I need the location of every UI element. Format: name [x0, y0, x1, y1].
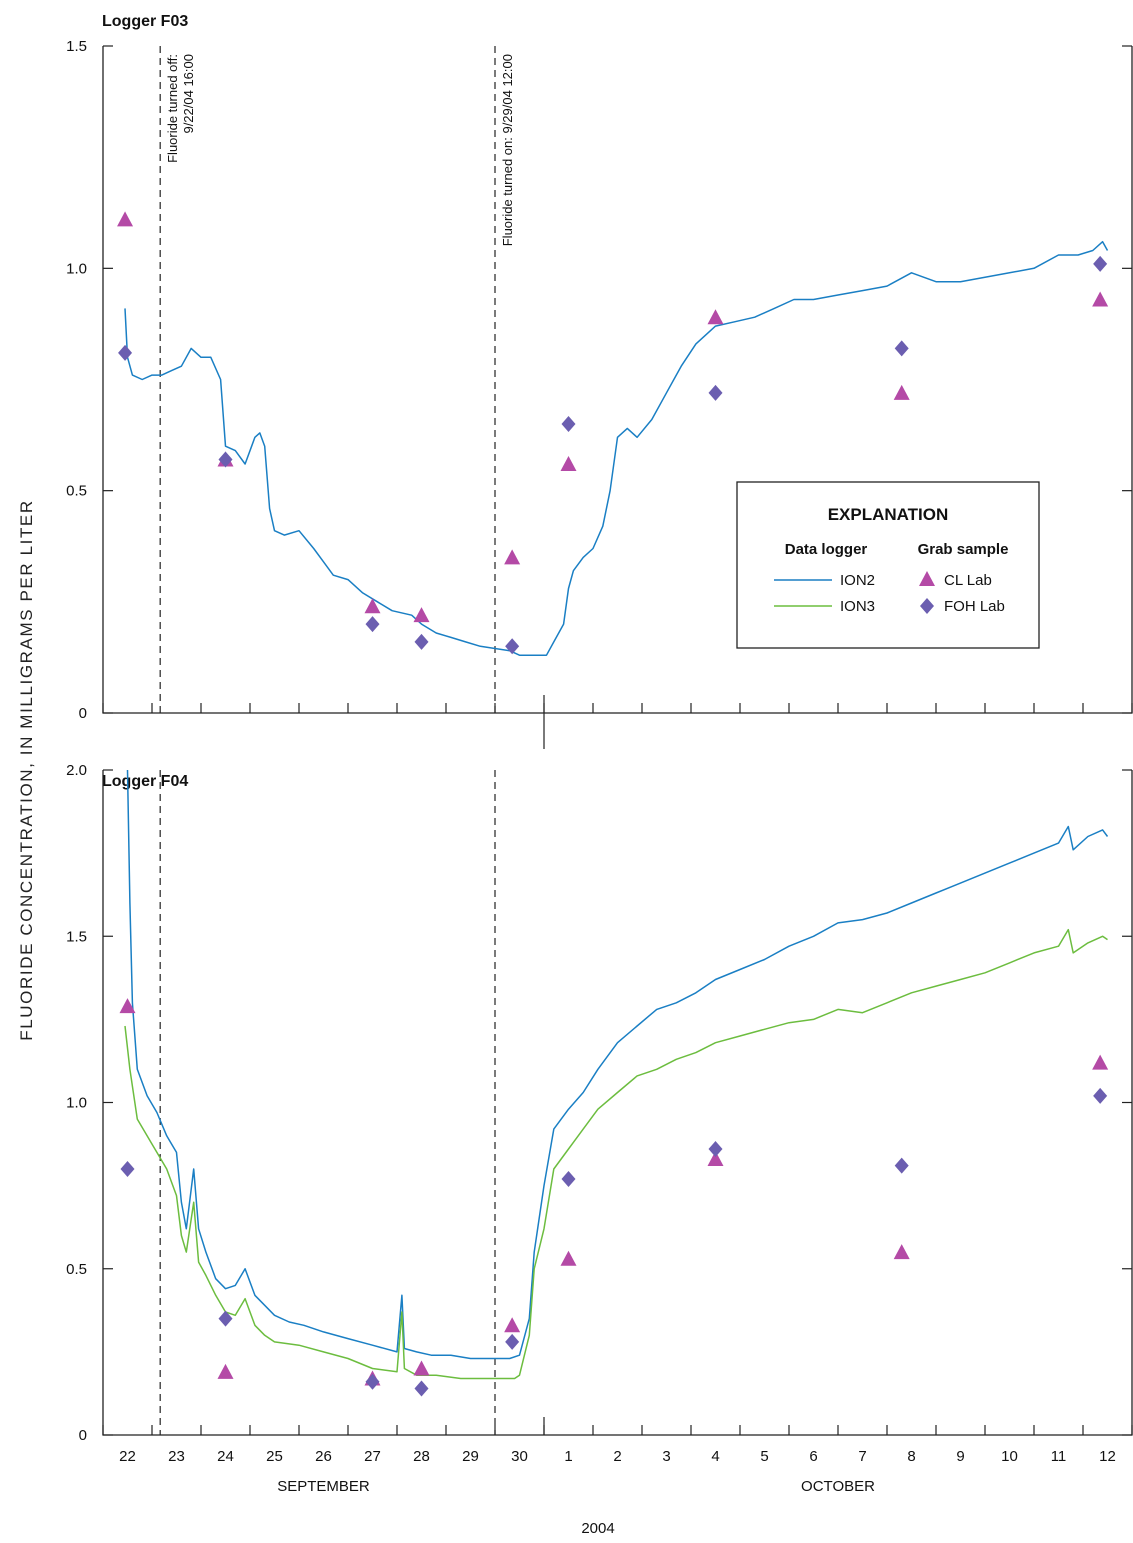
x-tick-label: 5 [760, 1448, 768, 1465]
y-tick-label: 0 [79, 1427, 87, 1444]
cl-lab-point [893, 384, 910, 400]
foh-lab-point [894, 1157, 909, 1174]
x-tick-label: 11 [1051, 1448, 1067, 1465]
foh-lab-point [561, 415, 576, 432]
x-tick-label: 4 [711, 1448, 719, 1465]
axis-frame [102, 770, 1133, 1436]
x-tick-label: 1 [564, 1448, 572, 1465]
panel-title: Logger F03 [102, 13, 188, 30]
x-tick-label: 30 [511, 1448, 528, 1465]
year-label: 2004 [581, 1520, 614, 1537]
x-tick-label: 6 [809, 1448, 817, 1465]
panel-logger-f03: Logger F03 0 0.5 1.0 1.5 Fluoride turned off:… [66, 13, 1133, 749]
foh-lab-point [1093, 255, 1108, 272]
legend-cl-lab-label: CL Lab [944, 572, 992, 589]
series-line-ion2 [126, 769, 1109, 1360]
cl-lab-point [893, 1244, 910, 1260]
foh-lab-point [218, 1310, 233, 1327]
x-tick-label: 22 [119, 1448, 136, 1465]
foh-lab-point [414, 1380, 429, 1397]
panel-title: Logger F04 [102, 773, 188, 790]
x-axis-labels: 22 23 24 25 26 27 28 29 30 1 2 3 4 5 6 7 8 9 10 11 12SEPTEMB… [119, 1448, 1116, 1495]
month-label: SEPTEMBER [277, 1478, 370, 1495]
x-tick-label: 24 [217, 1448, 234, 1465]
annotation-line-2: 9/22/04 16:00 [181, 54, 196, 134]
legend: EXPLANATION Data logger Grab sample ION2… [736, 481, 1040, 649]
x-tick-label: 3 [662, 1448, 670, 1465]
cl-lab-point [560, 1250, 577, 1266]
series-line-ion2 [124, 240, 1109, 656]
cl-lab-point [504, 1317, 521, 1333]
x-tick-label: 27 [364, 1448, 381, 1465]
y-tick-label: 1.5 [66, 928, 87, 945]
x-tick-label: 23 [168, 1448, 185, 1465]
foh-lab-point [365, 1373, 380, 1390]
legend-foh-lab-label: FOH Lab [944, 598, 1005, 615]
x-tick-label: 7 [858, 1448, 866, 1465]
axis-frame [102, 46, 1133, 714]
foh-lab-point [894, 340, 909, 357]
foh-lab-point [708, 384, 723, 401]
cl-lab-point [413, 1360, 430, 1376]
x-tick-label: 26 [315, 1448, 332, 1465]
legend-ion3-label: ION3 [840, 598, 875, 615]
y-tick-label: 2.0 [66, 762, 87, 779]
month-label: OCTOBER [801, 1478, 875, 1495]
foh-lab-point [120, 1161, 135, 1177]
foh-lab-point [1093, 1087, 1108, 1104]
cl-lab-point [364, 598, 381, 614]
cl-lab-point [707, 309, 724, 325]
y-tick-label: 1.5 [66, 38, 87, 55]
y-axis-title: FLUORIDE CONCENTRATION, IN MILLIGRAMS PE… [17, 499, 36, 1041]
y-tick-label: 0 [79, 705, 87, 722]
x-tick-label: 12 [1099, 1448, 1116, 1465]
foh-lab-point [365, 616, 380, 633]
legend-foh-lab-diamond-icon [920, 598, 934, 614]
annotation-line-1: Fluoride turned off: [165, 54, 180, 163]
legend-ion2-label: ION2 [840, 572, 875, 589]
foh-lab-point [218, 451, 233, 468]
legend-title: EXPLANATION [828, 505, 949, 524]
legend-grab-heading: Grab sample [918, 541, 1009, 558]
series-line-ion3 [124, 928, 1108, 1380]
foh-lab-point [505, 638, 520, 655]
x-tick-label: 2 [613, 1448, 621, 1465]
y-tick-label: 1.0 [66, 1095, 87, 1112]
cl-lab-point [413, 607, 430, 623]
legend-box [736, 481, 1040, 649]
cl-lab-point [117, 211, 134, 227]
foh-lab-point [118, 344, 133, 361]
y-tick-label: 1.0 [66, 260, 87, 277]
cl-lab-point [217, 1363, 234, 1379]
foh-lab-point [561, 1170, 576, 1187]
annotation-text: Fluoride turned on: 9/29/04 12:00 [500, 54, 515, 246]
foh-lab-point [708, 1141, 723, 1158]
x-tick-label: 29 [462, 1448, 479, 1465]
x-tick-label: 9 [956, 1448, 964, 1465]
cl-lab-point [504, 549, 521, 565]
foh-lab-point [505, 1333, 520, 1350]
x-tick-label: 25 [266, 1448, 283, 1465]
cl-lab-point [1092, 1054, 1109, 1070]
y-tick-label: 0.5 [66, 483, 87, 500]
y-tick-label: 0.5 [66, 1261, 87, 1278]
legend-logger-heading: Data logger [785, 541, 868, 558]
x-tick-label: 8 [907, 1448, 915, 1465]
cl-lab-point [707, 1151, 724, 1167]
x-tick-label: 10 [1001, 1448, 1018, 1465]
annotation-line-1: Fluoride turned on: 9/29/04 12:00 [500, 54, 515, 246]
legend-cl-lab-triangle-icon [919, 571, 935, 586]
cl-lab-point [560, 455, 577, 471]
x-tick-label: 28 [413, 1448, 430, 1465]
cl-lab-point [1092, 291, 1109, 307]
cl-lab-point [119, 998, 136, 1014]
foh-lab-point [414, 633, 429, 650]
annotation-text: Fluoride turned off:9/22/04 16:00 [165, 54, 196, 163]
panel-logger-f04: Logger F04 0 0.5 1.0 1.5 2.0 [66, 762, 1133, 1444]
